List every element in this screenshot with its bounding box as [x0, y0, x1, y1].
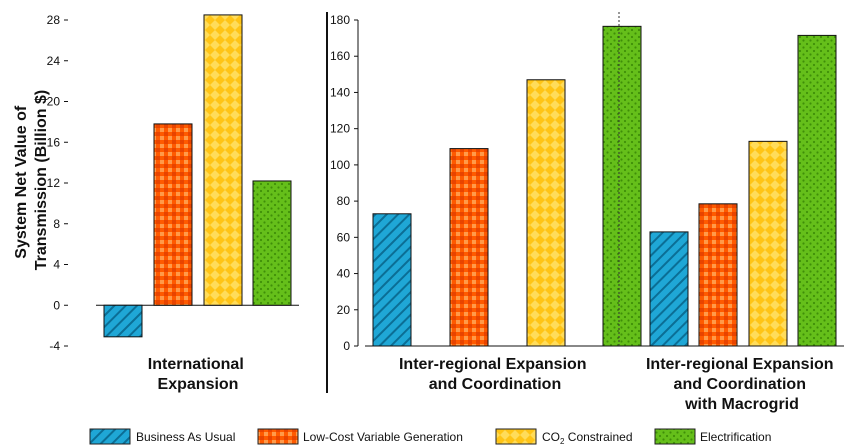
panel-macrogrid	[642, 34, 844, 347]
legend-label-low-cost-variable-generation: Low-Cost Variable Generation	[303, 430, 463, 444]
legend-swatch-co2-constrained	[495, 428, 537, 445]
y-tick-label: 160	[330, 49, 350, 63]
y-tick-label: 140	[330, 85, 350, 99]
panel-inter-regional: 0 20 40 60 80 100 120 140 160 180	[330, 13, 649, 353]
bar-international-co2-constrained	[203, 14, 243, 306]
y-tick-label: 20	[337, 303, 351, 317]
bar-international-business-as-usual	[103, 304, 143, 338]
group-label-macrogrid: Inter-regional Expansion and Coordinatio…	[646, 356, 838, 413]
bar-international-electrification	[252, 180, 292, 306]
y-tick-label: 12	[47, 176, 61, 190]
bar-macrogrid-low-cost-variable-generation	[698, 203, 738, 347]
bar-macrogrid-electrification	[797, 34, 837, 347]
legend-swatch-low-cost-variable-generation	[257, 428, 299, 445]
y-tick-label: 180	[330, 13, 350, 27]
bar-inter-regional-electrification	[602, 25, 642, 347]
y-axis-label: System Net Value of Transmission (Billio…	[13, 90, 50, 270]
bar-international-low-cost-variable-generation	[153, 123, 193, 306]
y-tick-label: 8	[53, 217, 60, 231]
y-tick-label: 40	[337, 267, 351, 281]
legend-label-business-as-usual: Business As Usual	[136, 430, 235, 444]
y-tick-label: 20	[47, 95, 61, 109]
legend-swatch-electrification	[654, 428, 696, 445]
y-tick-label: 80	[337, 194, 351, 208]
bar-inter-regional-business-as-usual	[372, 213, 412, 347]
bar-inter-regional-low-cost-variable-generation	[449, 148, 489, 347]
legend-label-electrification: Electrification	[700, 430, 771, 444]
bar-macrogrid-co2-constrained	[748, 140, 788, 347]
panel-international: -4 0 4 8 12 16 20 24 28	[47, 13, 299, 353]
y-tick-label: 16	[47, 135, 61, 149]
group-label-inter-regional: Inter-regional Expansion and Coordinatio…	[399, 356, 591, 393]
legend-label-co2-constrained: CO2 Constrained	[542, 430, 633, 446]
y-tick-label: -4	[49, 339, 60, 353]
bar-macrogrid-business-as-usual	[649, 231, 689, 347]
y-tick-label: 60	[337, 230, 351, 244]
y-tick-label: 4	[53, 258, 60, 272]
y-tick-label: 100	[330, 158, 350, 172]
y-tick-label: 0	[53, 298, 60, 312]
legend: Business As Usual Low-Cost Variable Gene…	[89, 428, 771, 446]
y-tick-label: 24	[47, 54, 61, 68]
y-tick-label: 120	[330, 122, 350, 136]
y-tick-label: 28	[47, 13, 61, 27]
legend-swatch-business-as-usual	[89, 428, 131, 445]
y-tick-label: 0	[343, 339, 350, 353]
group-label-international: International Expansion	[148, 356, 248, 393]
bar-inter-regional-co2-constrained	[526, 79, 566, 347]
